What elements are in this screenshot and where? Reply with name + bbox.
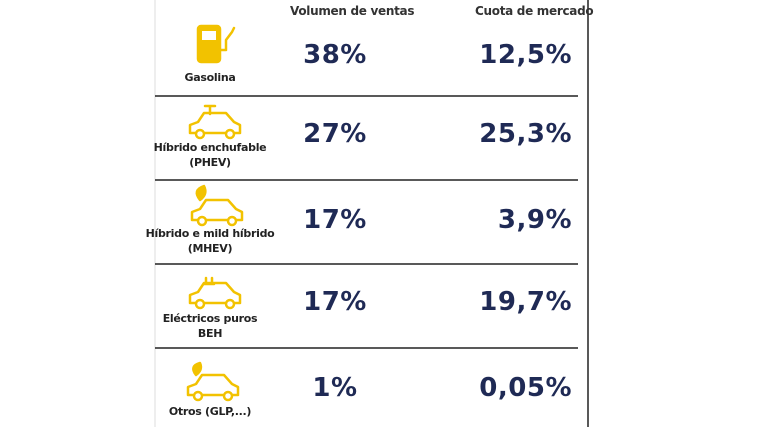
market-share: 19,7% <box>479 287 572 317</box>
row-label: Gasolina <box>184 71 236 84</box>
row-label: Otros (GLP,...) <box>168 405 252 418</box>
row-label: Híbrido e mild híbrido <box>145 227 275 240</box>
market-share: 0,05% <box>479 373 572 403</box>
sales-volume: 17% <box>303 287 367 317</box>
sales-volume: 17% <box>303 205 367 235</box>
row-label: (PHEV) <box>189 156 231 169</box>
market-share: 3,9% <box>497 205 572 235</box>
sales-volume: 1% <box>312 373 358 403</box>
sales-volume: 27% <box>303 119 367 149</box>
row-label: (MHEV) <box>187 242 233 255</box>
column-header: Volumen de ventas <box>290 4 415 18</box>
row-label: Híbrido enchufable <box>153 141 267 154</box>
market-share: 12,5% <box>479 40 572 70</box>
row-label: BEH <box>197 327 223 340</box>
sales-volume: 38% <box>303 40 367 70</box>
row-label: Eléctricos puros <box>162 312 258 325</box>
column-header: Cuota de mercado <box>475 4 594 18</box>
market-share: 25,3% <box>479 119 572 149</box>
